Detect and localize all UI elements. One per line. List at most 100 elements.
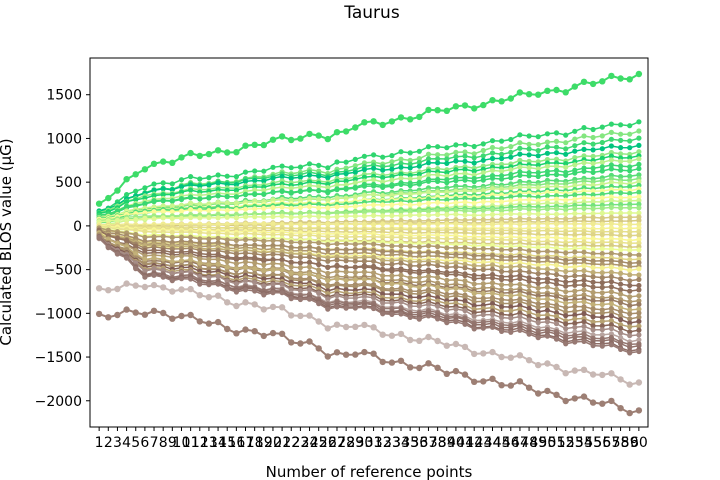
data-point <box>480 101 487 109</box>
data-point <box>361 348 368 356</box>
data-point <box>352 185 358 191</box>
data-point <box>233 237 239 243</box>
data-point <box>279 231 285 237</box>
data-point <box>489 175 496 181</box>
data-point <box>206 274 212 280</box>
data-point <box>453 207 459 213</box>
data-point <box>480 170 486 176</box>
data-point <box>260 141 267 149</box>
data-point <box>517 281 523 287</box>
data-point <box>306 296 313 302</box>
series-1 <box>95 70 643 207</box>
data-point <box>508 211 514 217</box>
data-point <box>151 198 157 204</box>
data-point <box>453 235 459 242</box>
data-point <box>371 152 377 158</box>
data-point <box>553 294 560 300</box>
data-point <box>627 177 633 183</box>
data-point <box>380 261 386 267</box>
data-point <box>517 140 523 146</box>
data-point <box>306 172 313 178</box>
data-point <box>188 194 194 200</box>
data-point <box>306 213 313 219</box>
data-point <box>499 264 505 270</box>
data-point <box>215 248 221 254</box>
data-point <box>471 151 477 157</box>
data-point <box>581 319 587 325</box>
data-point <box>261 268 267 274</box>
data-point <box>425 360 432 367</box>
data-point <box>636 236 642 243</box>
data-point <box>526 146 532 152</box>
data-point <box>288 259 294 265</box>
data-point <box>526 141 532 147</box>
data-point <box>489 280 496 286</box>
data-point <box>544 234 551 240</box>
data-point <box>453 293 459 299</box>
data-point <box>544 150 551 156</box>
data-point <box>233 289 239 295</box>
data-point <box>425 243 432 249</box>
data-point <box>544 139 551 145</box>
data-point <box>343 195 349 201</box>
data-point <box>444 241 450 247</box>
x-tick-label: 22 <box>282 435 300 451</box>
data-point <box>316 290 322 296</box>
data-point <box>553 391 560 398</box>
data-point <box>325 190 331 196</box>
x-tick-label: 5 <box>131 435 140 451</box>
x-tick-label: 34 <box>392 435 410 451</box>
data-point <box>471 143 477 150</box>
data-point <box>462 166 468 172</box>
data-point <box>526 152 532 158</box>
data-point <box>627 145 633 151</box>
data-point <box>636 240 642 246</box>
data-point <box>398 149 404 155</box>
data-point <box>590 192 596 198</box>
data-point <box>508 221 514 227</box>
data-point <box>499 151 505 157</box>
data-point <box>178 253 185 259</box>
data-point <box>563 274 569 280</box>
data-point <box>261 231 267 238</box>
data-point <box>416 235 422 241</box>
data-point <box>398 267 404 273</box>
x-tick-label: 2 <box>104 435 113 451</box>
data-point <box>160 284 167 291</box>
data-point <box>590 294 596 300</box>
data-point <box>389 153 395 159</box>
data-point <box>160 247 166 254</box>
data-point <box>489 246 496 252</box>
data-point <box>435 235 441 241</box>
data-point <box>416 337 423 344</box>
data-point <box>325 264 331 270</box>
data-point <box>617 405 624 412</box>
data-point <box>389 258 395 264</box>
data-point <box>435 212 441 218</box>
data-point <box>297 188 303 195</box>
data-point <box>142 247 148 254</box>
data-point <box>480 267 486 273</box>
data-point <box>197 281 203 287</box>
data-point <box>370 118 377 125</box>
data-point <box>334 210 340 216</box>
data-point <box>233 182 239 188</box>
data-point <box>581 146 587 152</box>
data-point <box>334 268 340 274</box>
data-point <box>371 191 377 198</box>
data-point <box>389 166 395 172</box>
data-point <box>563 197 569 203</box>
data-point <box>316 196 322 202</box>
data-point <box>572 238 578 245</box>
data-point <box>334 304 340 310</box>
data-point <box>224 264 230 270</box>
data-point <box>279 257 285 263</box>
data-point <box>636 323 642 329</box>
x-tick-label: 20 <box>264 435 282 451</box>
x-tick-label: 17 <box>237 435 255 451</box>
data-point <box>636 189 642 195</box>
data-point <box>261 191 267 197</box>
data-point <box>416 250 422 256</box>
data-point <box>544 131 551 137</box>
data-point <box>618 266 624 272</box>
